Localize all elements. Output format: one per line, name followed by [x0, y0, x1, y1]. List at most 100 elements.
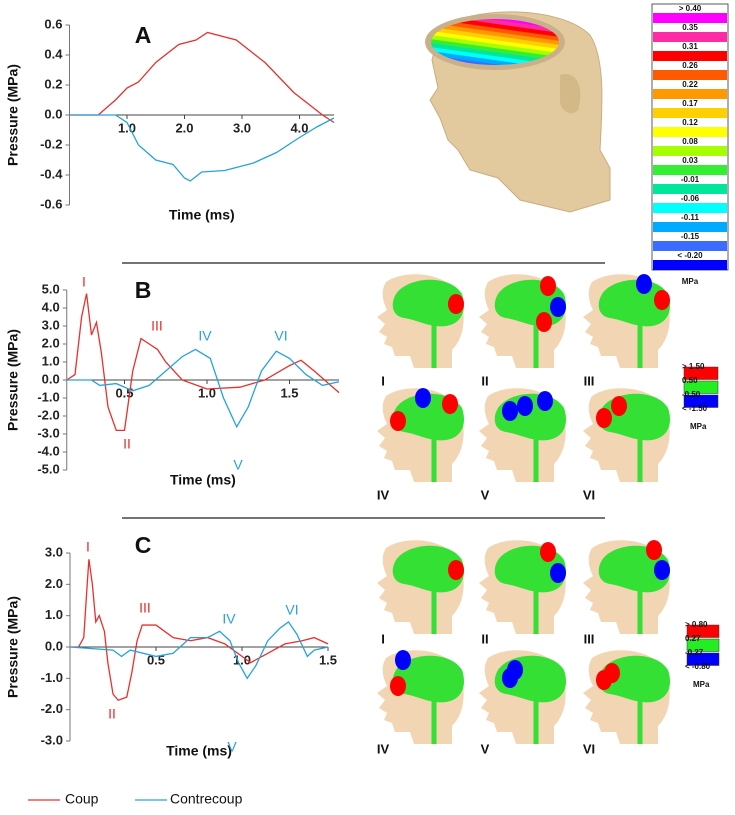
y-axis-title: Pressure (MPa): [5, 596, 21, 698]
colorbar-swatch: [686, 638, 720, 652]
series-line: [66, 348, 340, 429]
pressure-patch: [390, 676, 406, 696]
series-line: [66, 293, 340, 432]
colorbar-label: -0.50: [682, 390, 701, 399]
y-tick-label: -3.0: [37, 425, 59, 440]
y-tick-label: 0.2: [44, 76, 62, 91]
snapshot: [583, 388, 671, 482]
pressure-band: [431, 19, 559, 37]
colorbar-swatch: [686, 624, 720, 638]
colorbar-swatch: [683, 366, 719, 380]
y-tick-label: 0.0: [44, 106, 62, 121]
y-tick-label: -5.0: [37, 461, 59, 476]
pressure-patch: [654, 560, 670, 580]
pressure-patch: [448, 294, 464, 314]
y-axis-title: Pressure (MPa): [5, 64, 21, 166]
brain: [392, 655, 465, 703]
colorbar-swatch: [653, 165, 727, 175]
x-tick-label: 1.0: [198, 385, 216, 400]
colorbar-swatch: [683, 380, 719, 394]
pressure-band: [431, 19, 559, 45]
annotation: IV: [198, 328, 212, 344]
brain: [392, 279, 465, 327]
annotation: VI: [285, 602, 298, 618]
x-tick-label: 2.0: [175, 120, 193, 135]
colorbar-swatch: [653, 241, 727, 251]
colorbar-label: -0.11: [681, 213, 699, 222]
y-tick-label: 0.4: [44, 46, 63, 61]
snapshot-label: II: [481, 631, 488, 646]
pressure-patch: [415, 388, 431, 408]
pressure-patch: [517, 396, 533, 416]
snapshot-label: VI: [583, 741, 595, 756]
colorbar-swatch: [653, 222, 727, 232]
pressure-patch: [654, 290, 670, 310]
colorbar-label: 0.22: [682, 80, 698, 89]
colorbar-swatch: [683, 394, 719, 408]
series-line: [69, 31, 335, 124]
pressure-band: [431, 21, 559, 49]
y-tick-label: -3.0: [41, 732, 63, 747]
snapshot: [583, 540, 671, 634]
pressure-patch: [390, 411, 406, 431]
colorbar-label: < -1.50: [682, 404, 708, 413]
pressure-patch: [448, 560, 464, 580]
legend-label: Contrecoup: [170, 791, 243, 807]
x-axis-title: Time (ms): [169, 207, 235, 223]
x-tick-label: 3.0: [233, 120, 251, 135]
series-line: [69, 114, 335, 182]
colorbar-swatch: [653, 51, 727, 61]
annotation: III: [151, 318, 163, 334]
pressure-band: [431, 37, 559, 65]
colorbar-swatch: [653, 184, 727, 194]
snapshot: [377, 388, 465, 482]
colorbar-label: -0.06: [681, 194, 700, 203]
panel-label: B: [135, 277, 152, 303]
pressure-map: [431, 19, 559, 65]
colorbar-label: 0.26: [682, 61, 698, 70]
colorbar-label: 0.50: [682, 376, 698, 385]
brain: [598, 279, 671, 327]
colorbar-label: -0.01: [681, 175, 700, 184]
pressure-patch: [550, 297, 566, 317]
pressure-band: [431, 29, 559, 57]
colorbar-swatch: [653, 89, 727, 99]
y-tick-label: 2.0: [42, 335, 60, 350]
pressure-band: [431, 45, 559, 65]
pressure-patch: [646, 540, 662, 560]
y-axis-title: Pressure (MPa): [5, 329, 21, 431]
series-line: [69, 621, 329, 680]
colorbar-unit: MPa: [682, 277, 699, 286]
colorbar-label: 0.31: [682, 42, 698, 51]
x-tick-label: 1.5: [319, 652, 337, 667]
annotation: I: [86, 539, 90, 555]
snapshot: [377, 540, 465, 634]
pressure-patch: [636, 274, 652, 294]
pressure-patch: [507, 660, 523, 680]
pressure-band: [431, 53, 559, 65]
snapshot-label: VI: [583, 487, 595, 502]
snapshot-label: I: [381, 631, 385, 646]
colorbar-swatch: [653, 146, 727, 156]
legend-label: Coup: [65, 791, 99, 807]
colorbar-label: 0.35: [682, 23, 698, 32]
snapshot-label: III: [584, 373, 595, 388]
y-tick-label: -0.4: [40, 166, 63, 181]
y-tick-label: 4.0: [42, 299, 60, 314]
y-tick-label: 1.0: [42, 353, 60, 368]
annotation: I: [82, 274, 86, 290]
pressure-patch: [596, 408, 612, 428]
colorbar-unit: MPa: [690, 422, 707, 431]
snapshot: [479, 274, 567, 368]
x-axis-title: Time (ms): [170, 472, 236, 488]
snapshot-label: V: [481, 487, 490, 502]
ear: [560, 74, 581, 114]
snapshot-label: IV: [377, 741, 390, 756]
snapshot-label: IV: [377, 487, 390, 502]
snapshot: [377, 274, 465, 368]
pressure-patch: [502, 401, 518, 421]
pressure-patch: [537, 391, 553, 411]
y-tick-label: -0.6: [40, 196, 62, 211]
x-tick-label: 4.0: [290, 120, 308, 135]
annotation: II: [123, 436, 131, 452]
